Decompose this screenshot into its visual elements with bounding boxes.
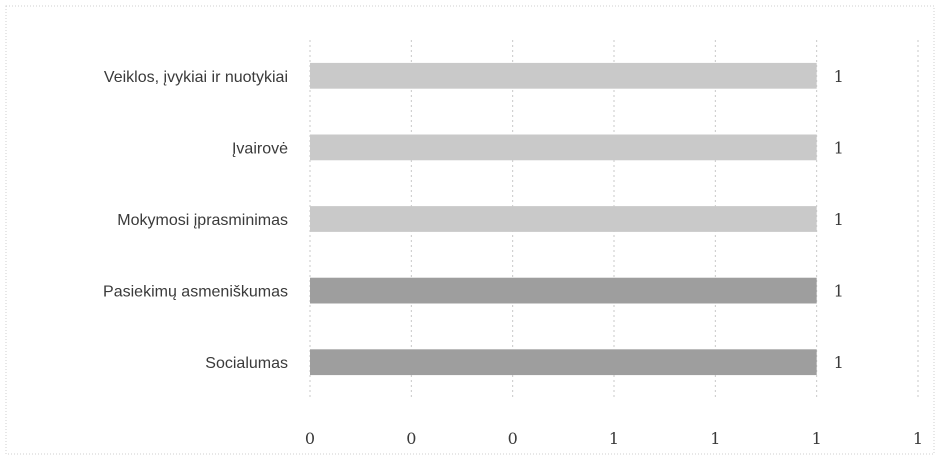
x-tick-label: 1: [913, 429, 923, 448]
bar: [310, 206, 817, 232]
x-tick-label: 0: [508, 429, 518, 448]
x-tick-label: 1: [812, 429, 822, 448]
chart-frame: [5, 5, 935, 455]
category-label: Veiklos, įvykiai ir nuotykiai: [104, 69, 288, 86]
category-labels: Veiklos, įvykiai ir nuotykiai Įvairovė Mok…: [103, 69, 288, 372]
data-labels: 1 1 1 1 1: [834, 67, 844, 372]
x-tick-label: 0: [406, 429, 416, 448]
bar: [310, 62, 817, 89]
data-label: 1: [834, 282, 844, 301]
category-label: Pasiekimų asmeniškumas: [103, 284, 288, 301]
x-axis-tick-labels: 0 0 0 1 1 1 1: [305, 429, 923, 448]
data-label: 1: [834, 210, 844, 229]
category-label: Įvairovė: [232, 140, 288, 157]
data-label: 1: [834, 353, 844, 372]
bar: [310, 134, 817, 161]
data-label: 1: [834, 138, 844, 157]
x-tick-label: 0: [305, 429, 315, 448]
bars: [310, 62, 817, 376]
data-label: 1: [834, 67, 844, 86]
category-label: Mokymosi įprasminimas: [117, 212, 288, 229]
category-label: Socialumas: [205, 355, 288, 372]
x-tick-label: 1: [609, 429, 619, 448]
bar: [310, 277, 817, 304]
bar: [310, 349, 817, 376]
x-tick-label: 1: [710, 429, 720, 448]
